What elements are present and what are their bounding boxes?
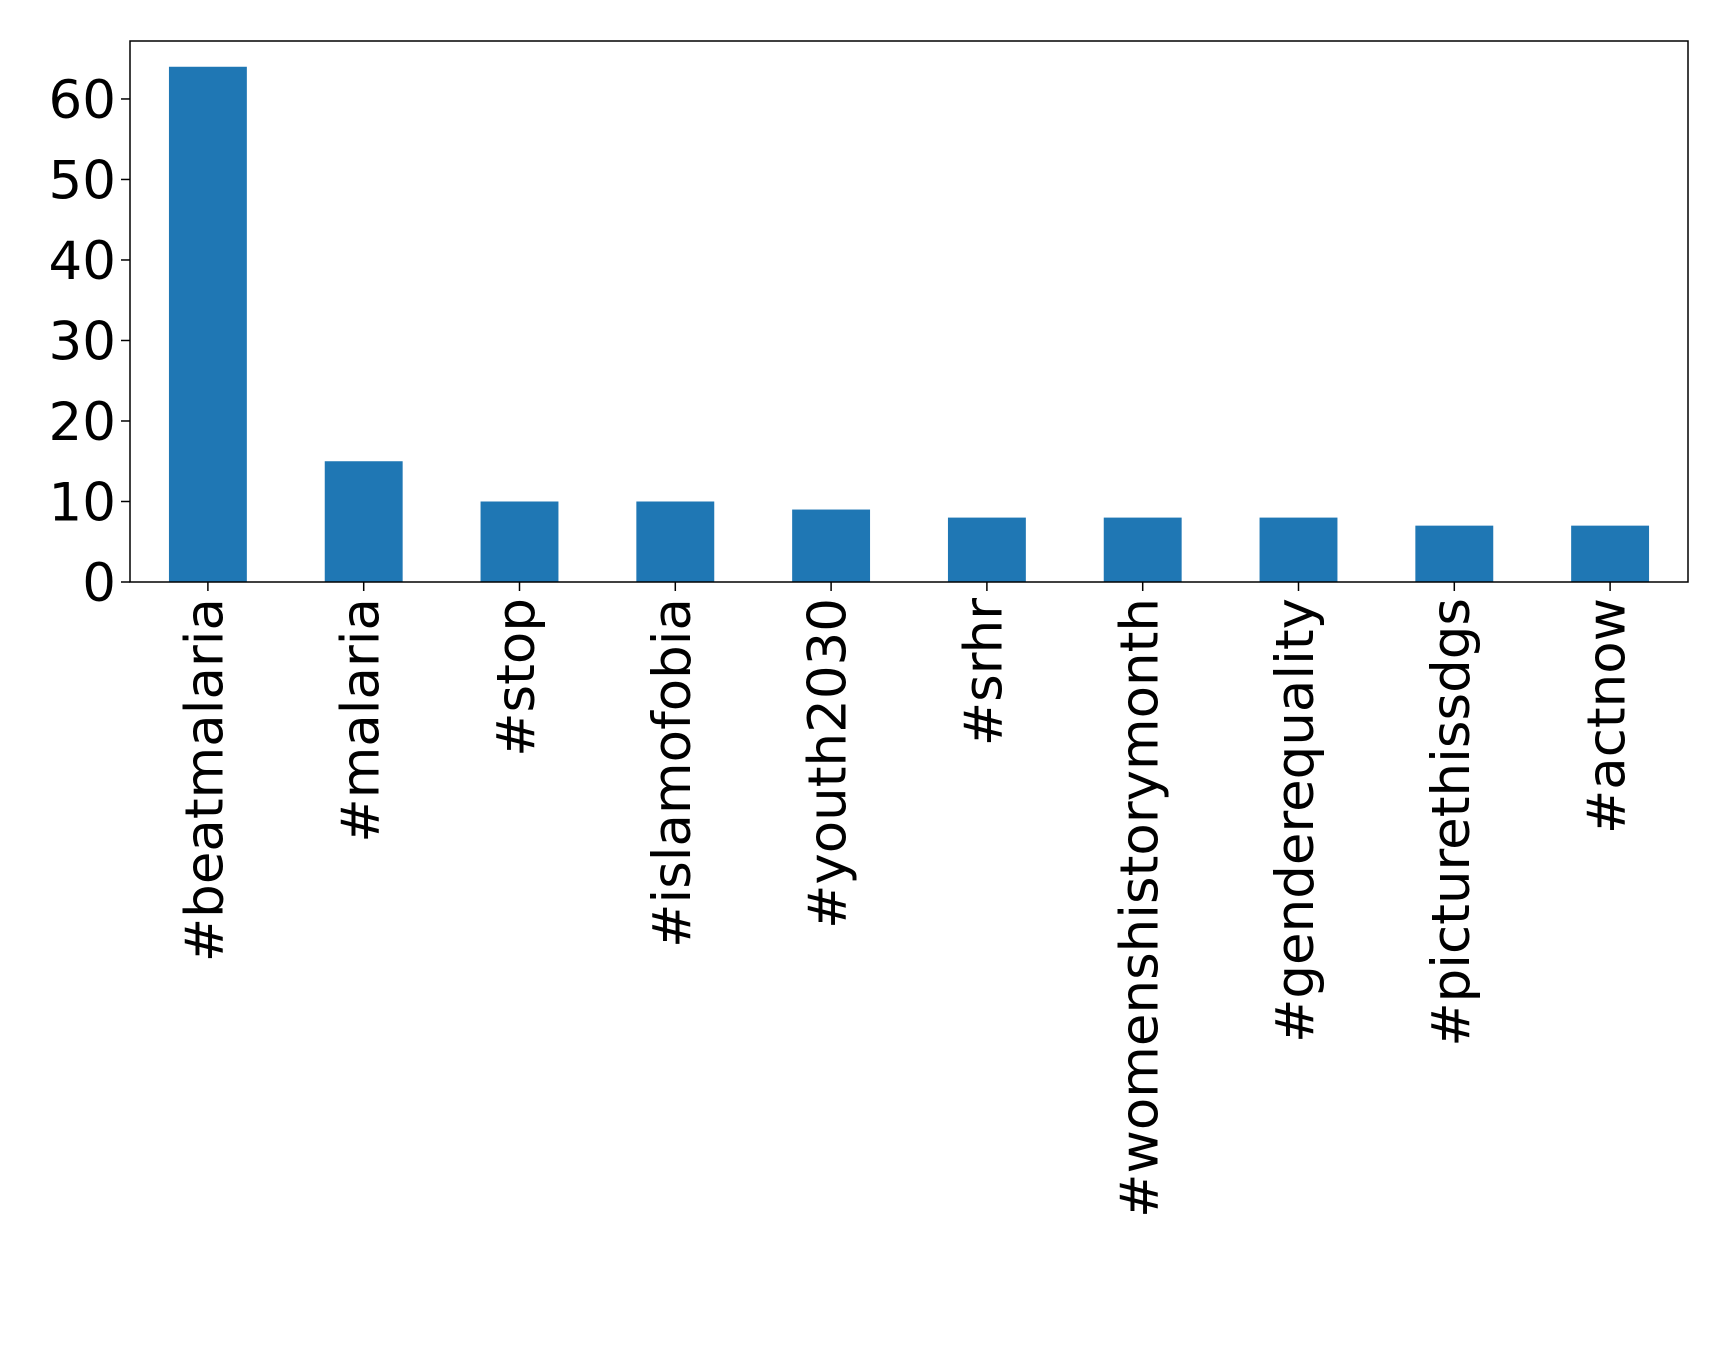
bar xyxy=(636,501,715,582)
bar xyxy=(947,517,1026,582)
bar xyxy=(480,501,559,582)
y-tick-label: 50 xyxy=(49,150,116,211)
x-tick-label: #islamofobia xyxy=(642,598,703,948)
y-tick-label: 10 xyxy=(49,472,116,533)
bar xyxy=(1571,525,1650,582)
y-tick-label: 40 xyxy=(49,231,116,292)
x-tick-label: #actnow xyxy=(1577,598,1638,834)
bar xyxy=(1259,517,1338,582)
bar xyxy=(792,509,871,582)
y-tick-label: 20 xyxy=(49,392,116,453)
y-tick-label: 60 xyxy=(49,70,116,131)
x-tick-label: #genderequality xyxy=(1265,598,1326,1043)
y-tick-label: 30 xyxy=(49,311,116,372)
x-tick-label: #stop xyxy=(486,598,547,757)
bar xyxy=(324,461,403,582)
x-tick-label: #picturethissdgs xyxy=(1421,598,1482,1047)
x-tick-label: #malaria xyxy=(330,598,391,843)
bar xyxy=(1103,517,1182,582)
x-tick-label: #womenshistorymonth xyxy=(1109,598,1170,1218)
y-tick-label: 0 xyxy=(82,553,116,614)
x-tick-label: #youth2030 xyxy=(798,598,859,929)
plot-frame xyxy=(129,40,1689,583)
bar xyxy=(1415,525,1494,582)
x-tick-label: #beatmalaria xyxy=(175,598,236,962)
x-tick-label: #srhr xyxy=(954,598,1015,746)
bar xyxy=(168,66,247,582)
